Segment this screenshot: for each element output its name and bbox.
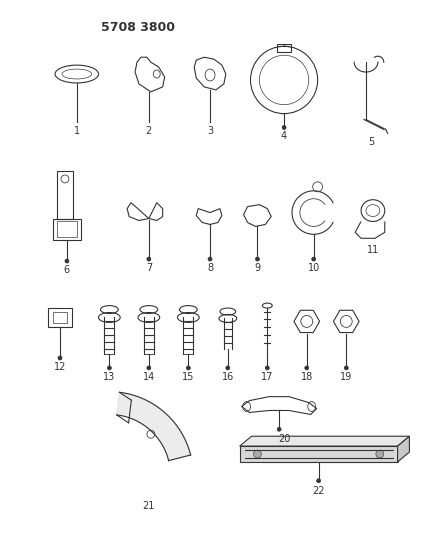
Text: 8: 8 — [207, 263, 213, 273]
Text: 6: 6 — [64, 265, 70, 275]
Text: 4: 4 — [281, 132, 287, 141]
Bar — [48, 308, 72, 327]
Circle shape — [186, 366, 190, 370]
Polygon shape — [240, 436, 410, 446]
Circle shape — [317, 479, 321, 483]
Bar — [240, 446, 398, 462]
Circle shape — [265, 366, 269, 370]
Text: 9: 9 — [254, 263, 261, 273]
Text: 22: 22 — [312, 486, 325, 496]
Bar — [277, 44, 291, 52]
Text: 18: 18 — [300, 372, 313, 382]
Text: 1: 1 — [74, 126, 80, 136]
Text: 19: 19 — [340, 372, 352, 382]
Circle shape — [282, 125, 286, 130]
Text: 15: 15 — [182, 372, 194, 382]
Text: 14: 14 — [143, 372, 155, 382]
Circle shape — [65, 259, 69, 263]
Text: 3: 3 — [207, 126, 213, 136]
Bar — [57, 222, 77, 237]
Text: 5708 3800: 5708 3800 — [101, 21, 175, 34]
Text: 11: 11 — [367, 245, 379, 255]
Text: 16: 16 — [222, 372, 234, 382]
Text: 5: 5 — [368, 138, 374, 147]
Bar — [53, 219, 81, 240]
Circle shape — [253, 450, 262, 458]
Circle shape — [226, 366, 230, 370]
Circle shape — [256, 257, 259, 261]
Text: 7: 7 — [146, 263, 152, 273]
Circle shape — [58, 356, 62, 360]
Text: 21: 21 — [143, 500, 155, 511]
Circle shape — [277, 427, 281, 431]
Circle shape — [208, 257, 212, 261]
Text: 17: 17 — [261, 372, 273, 382]
Circle shape — [344, 366, 348, 370]
Text: 12: 12 — [54, 362, 66, 372]
Bar — [53, 311, 67, 324]
Circle shape — [312, 257, 316, 261]
Polygon shape — [398, 436, 410, 462]
Circle shape — [107, 366, 111, 370]
Circle shape — [147, 257, 151, 261]
Bar — [57, 171, 73, 219]
Circle shape — [376, 450, 384, 458]
Circle shape — [147, 366, 151, 370]
Text: 13: 13 — [103, 372, 116, 382]
Circle shape — [305, 366, 309, 370]
Text: 20: 20 — [278, 434, 290, 444]
Text: 10: 10 — [308, 263, 320, 273]
Polygon shape — [117, 392, 190, 461]
Text: 2: 2 — [146, 126, 152, 136]
